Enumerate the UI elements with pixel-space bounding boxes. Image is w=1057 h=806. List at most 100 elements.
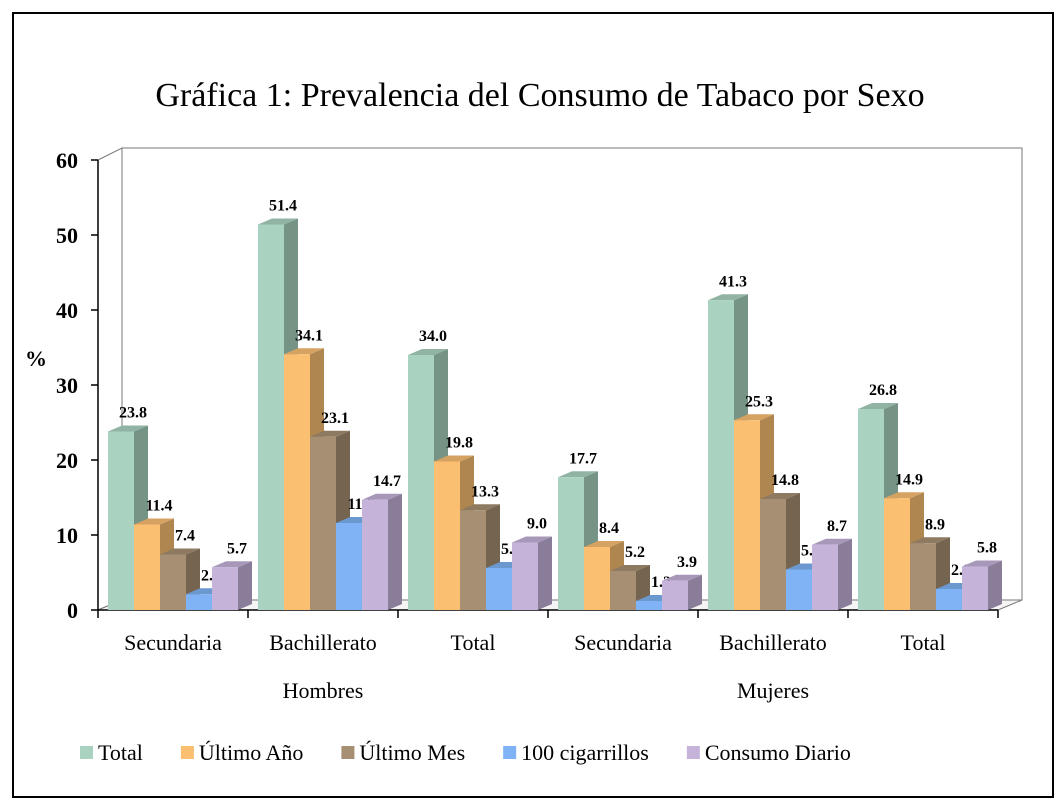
bar — [134, 524, 160, 610]
value-label: 13.3 — [471, 483, 499, 500]
legend-label: 100 cigarrillos — [521, 740, 649, 765]
bar — [962, 566, 988, 610]
bar-top — [460, 504, 500, 511]
bar-top — [584, 541, 624, 547]
bar-top — [284, 348, 324, 355]
value-label: 11.4 — [145, 498, 172, 515]
bar — [662, 580, 688, 610]
legend-label: Consumo Diario — [705, 740, 851, 765]
bar — [636, 601, 662, 610]
bar-top — [258, 218, 298, 225]
bar — [910, 543, 936, 610]
y-tick-label: 30 — [56, 373, 78, 398]
x-tick-label: Total — [901, 630, 946, 655]
bar — [186, 594, 212, 610]
value-label: 41.3 — [719, 273, 747, 290]
value-label: 5.2 — [625, 544, 645, 561]
value-label: 8.4 — [599, 520, 619, 537]
legend-label: Último Año — [199, 740, 304, 765]
bar-top — [558, 471, 598, 478]
bar-top — [408, 349, 448, 355]
value-label: 8.9 — [925, 516, 945, 533]
bar-side — [538, 536, 552, 610]
y-tick-label: 60 — [56, 148, 78, 173]
bar — [610, 571, 636, 610]
bar — [460, 510, 486, 610]
bar-side — [988, 560, 1002, 610]
bar-top — [858, 403, 898, 409]
bar-side — [238, 561, 252, 610]
bar — [108, 431, 134, 610]
bar — [408, 355, 434, 610]
value-label: 9.0 — [527, 516, 547, 533]
x-tick-label: Bachillerato — [719, 630, 827, 655]
legend-swatch — [686, 746, 700, 759]
y-tick-label: 20 — [56, 448, 78, 473]
x-tick-label: Bachillerato — [269, 630, 377, 655]
bar-top — [434, 455, 474, 462]
x-tick-label: Secundaria — [574, 630, 672, 655]
bar-top — [734, 414, 774, 421]
bar — [708, 300, 734, 610]
bar — [258, 224, 284, 610]
y-tick-label: 10 — [56, 523, 78, 548]
value-label: 14.8 — [771, 472, 799, 489]
bar — [336, 523, 362, 610]
chart-title: Gráfica 1: Prevalencia del Consumo de Ta… — [155, 77, 924, 114]
value-label: 34.1 — [295, 327, 323, 344]
bar-top — [910, 537, 950, 544]
value-label: 8.7 — [827, 518, 847, 535]
value-label: 19.8 — [445, 435, 473, 452]
bar-top — [884, 492, 924, 499]
bar — [760, 499, 786, 610]
bar — [212, 567, 238, 610]
bar-top — [812, 538, 852, 545]
bar — [434, 461, 460, 610]
bar-top — [108, 425, 148, 432]
y-tick-label: 0 — [67, 598, 78, 623]
bar — [512, 542, 538, 610]
value-label: 23.1 — [321, 410, 349, 427]
value-label: 5.7 — [227, 540, 247, 557]
bar-side — [688, 574, 702, 610]
value-label: 14.9 — [895, 471, 923, 488]
bar-top — [662, 574, 702, 581]
value-label: 26.8 — [869, 382, 897, 399]
value-label: 23.8 — [119, 405, 147, 422]
group-label: Hombres — [283, 678, 364, 703]
value-label: 14.7 — [373, 473, 401, 490]
group-label: Mujeres — [737, 678, 809, 703]
bar-top — [160, 548, 200, 555]
y-tick-label: 50 — [56, 223, 78, 248]
bar-top — [310, 430, 350, 437]
bar — [310, 436, 336, 610]
legend-swatch — [341, 746, 355, 759]
bar — [486, 568, 512, 610]
y-tick-label: 40 — [56, 298, 78, 323]
value-label: 5.8 — [977, 540, 997, 557]
legend-label: Último Mes — [359, 740, 465, 765]
value-label: 51.4 — [269, 198, 297, 215]
x-tick-label: Total — [451, 630, 496, 655]
legend-swatch — [80, 746, 93, 759]
bar — [858, 409, 884, 610]
value-label: 3.9 — [677, 554, 697, 571]
bar — [786, 569, 812, 610]
bar-top — [610, 565, 650, 571]
bar-top — [134, 518, 174, 525]
x-tick-label: Secundaria — [124, 630, 222, 655]
value-label: 7.4 — [175, 528, 195, 545]
legend-swatch — [503, 746, 517, 759]
legend-label: Total — [98, 740, 143, 765]
bar — [584, 547, 610, 610]
bar-top — [962, 560, 1002, 567]
bar-top — [512, 536, 552, 543]
bar — [936, 589, 962, 610]
value-label: 17.7 — [569, 450, 597, 467]
bar — [734, 420, 760, 610]
value-label: 34.0 — [419, 328, 447, 345]
bar — [284, 354, 310, 610]
value-label: 25.3 — [745, 393, 773, 410]
bar — [160, 554, 186, 610]
